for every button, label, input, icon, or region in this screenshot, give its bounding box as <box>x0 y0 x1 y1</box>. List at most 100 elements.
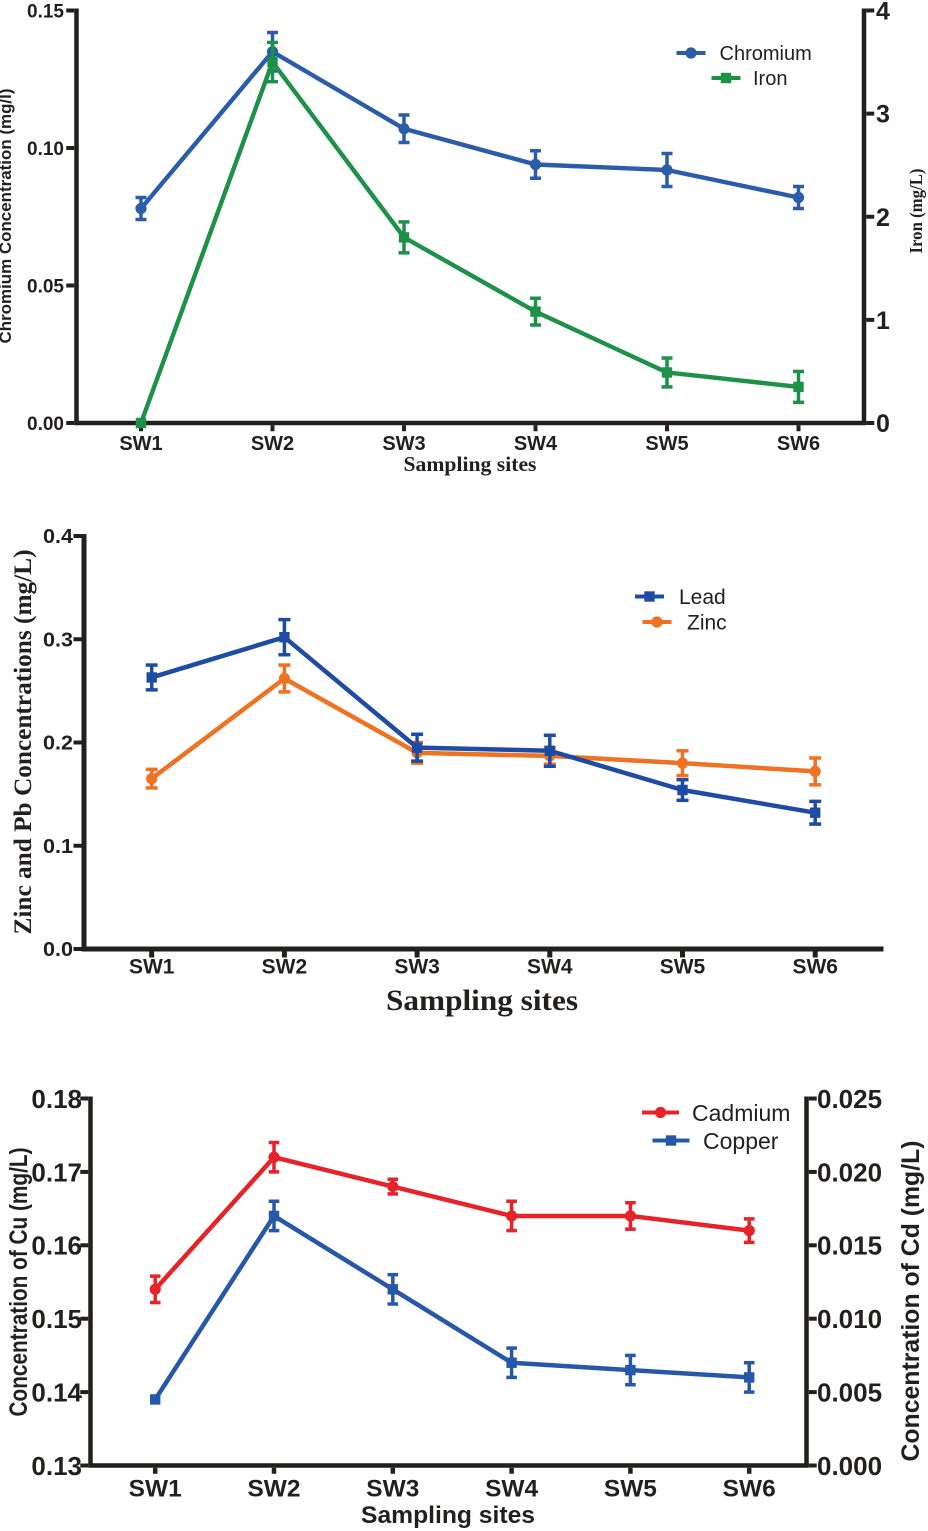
data-point-copper <box>744 1372 755 1383</box>
right-tick-label: 2 <box>876 204 890 232</box>
data-point-zinc <box>651 616 663 628</box>
data-point-zinc <box>278 672 290 685</box>
data-point-copper <box>625 1364 636 1376</box>
axes <box>88 1096 809 1468</box>
legend-label-copper: Copper <box>703 1128 779 1154</box>
left-axis-ticks: 0.0 0.1 0.2 0.3 0.4 <box>43 526 82 961</box>
x-tick-label: SW1 <box>129 1476 182 1503</box>
data-point-copper <box>665 1135 677 1146</box>
left-tick-label: 0.15 <box>31 1304 82 1334</box>
x-tick-label: SW4 <box>527 956 573 979</box>
right-tick-label: 0 <box>876 410 890 438</box>
data-point-lead <box>146 672 157 683</box>
left-tick-label: 0.13 <box>31 1451 82 1481</box>
legend-label-iron: Iron <box>753 68 787 90</box>
right-axis-ticks: 0.000 0.005 0.010 0.015 0.020 0.025 <box>808 1084 882 1481</box>
data-point-zinc <box>809 765 821 778</box>
x-tick-label: SW2 <box>262 956 308 979</box>
data-point-chromium <box>398 123 410 135</box>
right-tick-label: 3 <box>876 101 890 129</box>
left-tick-label: 0.10 <box>27 139 64 160</box>
series-line-iron <box>138 59 801 426</box>
right-axis-title: Iron (mg/L) <box>906 168 927 253</box>
data-point-copper <box>268 1210 280 1222</box>
series-line-copper <box>152 1213 752 1402</box>
series-cadmium <box>149 1140 755 1305</box>
left-tick-label: 0.15 <box>27 1 64 22</box>
left-tick-label: 0.16 <box>31 1231 82 1261</box>
data-point-lead <box>677 784 688 796</box>
left-axis-title: Chromium Concentration (mg/l) <box>0 89 15 344</box>
data-point-copper <box>150 1394 161 1405</box>
axes <box>81 534 884 952</box>
data-point-lead <box>544 745 555 756</box>
data-point-lead <box>411 742 423 753</box>
left-axis-title: Zinc and Pb Concentrations (mg/L) <box>8 550 37 935</box>
left-tick-label: 0.3 <box>43 629 73 651</box>
series-line-zinc <box>149 676 818 781</box>
right-tick-label: 4 <box>876 0 890 26</box>
axes <box>74 8 867 426</box>
left-tick-label: 0.17 <box>31 1157 82 1187</box>
x-tick-label: SW2 <box>248 1476 301 1503</box>
data-point-cadmium <box>387 1180 399 1193</box>
left-tick-label: 0.00 <box>27 414 64 435</box>
left-tick-label: 0.0 <box>43 939 73 961</box>
data-point-chromium <box>685 47 697 59</box>
series-iron <box>135 40 804 429</box>
x-axis-title: Sampling sites <box>386 984 578 1017</box>
data-point-iron <box>267 56 278 68</box>
x-tick-label: SW4 <box>485 1476 539 1503</box>
right-tick-label: 0.010 <box>817 1304 882 1334</box>
data-point-zinc <box>676 757 689 769</box>
x-tick-label: SW1 <box>129 956 175 979</box>
legend: Chromium Iron <box>676 43 812 90</box>
data-point-cadmium <box>268 1151 280 1163</box>
left-tick-label: 0.14 <box>31 1377 82 1407</box>
data-point-cadmium <box>624 1210 637 1222</box>
legend-item-zinc: Zinc <box>642 612 727 635</box>
x-axis-ticks: SW1 SW2 SW3 SW4 SW5 SW6 <box>119 425 820 455</box>
right-tick-label: 0.005 <box>817 1377 882 1407</box>
x-axis-title: Sampling sites <box>404 452 537 476</box>
left-axis-title: Concentration of Cu (mg/L) <box>5 1148 33 1417</box>
x-tick-label: SW5 <box>645 433 688 455</box>
data-point-lead <box>810 807 821 818</box>
x-tick-label: SW6 <box>723 1476 776 1503</box>
legend-label-cadmium: Cadmium <box>692 1100 790 1126</box>
right-tick-label: 0.025 <box>817 1084 882 1114</box>
legend-item-iron: Iron <box>711 68 787 90</box>
right-tick-label: 0.020 <box>817 1157 882 1187</box>
right-tick-label: 0.015 <box>817 1231 882 1261</box>
x-tick-label: SW1 <box>119 433 162 455</box>
data-point-cadmium <box>149 1283 161 1295</box>
legend-label-zinc: Zinc <box>687 612 727 635</box>
data-point-iron <box>793 381 804 393</box>
data-point-copper <box>506 1357 517 1368</box>
left-tick-label: 0.1 <box>43 836 73 858</box>
data-point-lead <box>279 631 290 643</box>
series-line-chromium <box>138 49 801 211</box>
legend-item-lead: Lead <box>635 586 726 609</box>
left-tick-label: 0.4 <box>43 526 74 548</box>
x-tick-label: SW2 <box>251 433 294 455</box>
series-line-lead <box>149 634 818 815</box>
x-axis-ticks: SW1 SW2 SW3 SW4 SW5 SW6 <box>129 951 838 979</box>
x-tick-label: SW6 <box>792 956 838 979</box>
left-axis-ticks: 0.13 0.14 0.15 0.16 0.17 0.18 <box>31 1084 89 1481</box>
data-point-iron <box>398 232 410 243</box>
left-tick-label: 0.05 <box>27 276 64 297</box>
data-point-cadmium <box>654 1106 667 1119</box>
series-copper <box>150 1199 755 1405</box>
legend: Lead Zinc <box>635 586 727 635</box>
x-tick-label: SW6 <box>777 433 820 455</box>
x-tick-label: SW5 <box>660 956 706 979</box>
right-tick-label: 1 <box>876 307 890 335</box>
left-axis-ticks: 0.00 0.05 0.10 0.15 <box>27 1 75 435</box>
data-point-chromium <box>792 191 805 204</box>
right-tick-label: 0.000 <box>817 1451 882 1481</box>
x-tick-label: SW3 <box>394 956 440 979</box>
